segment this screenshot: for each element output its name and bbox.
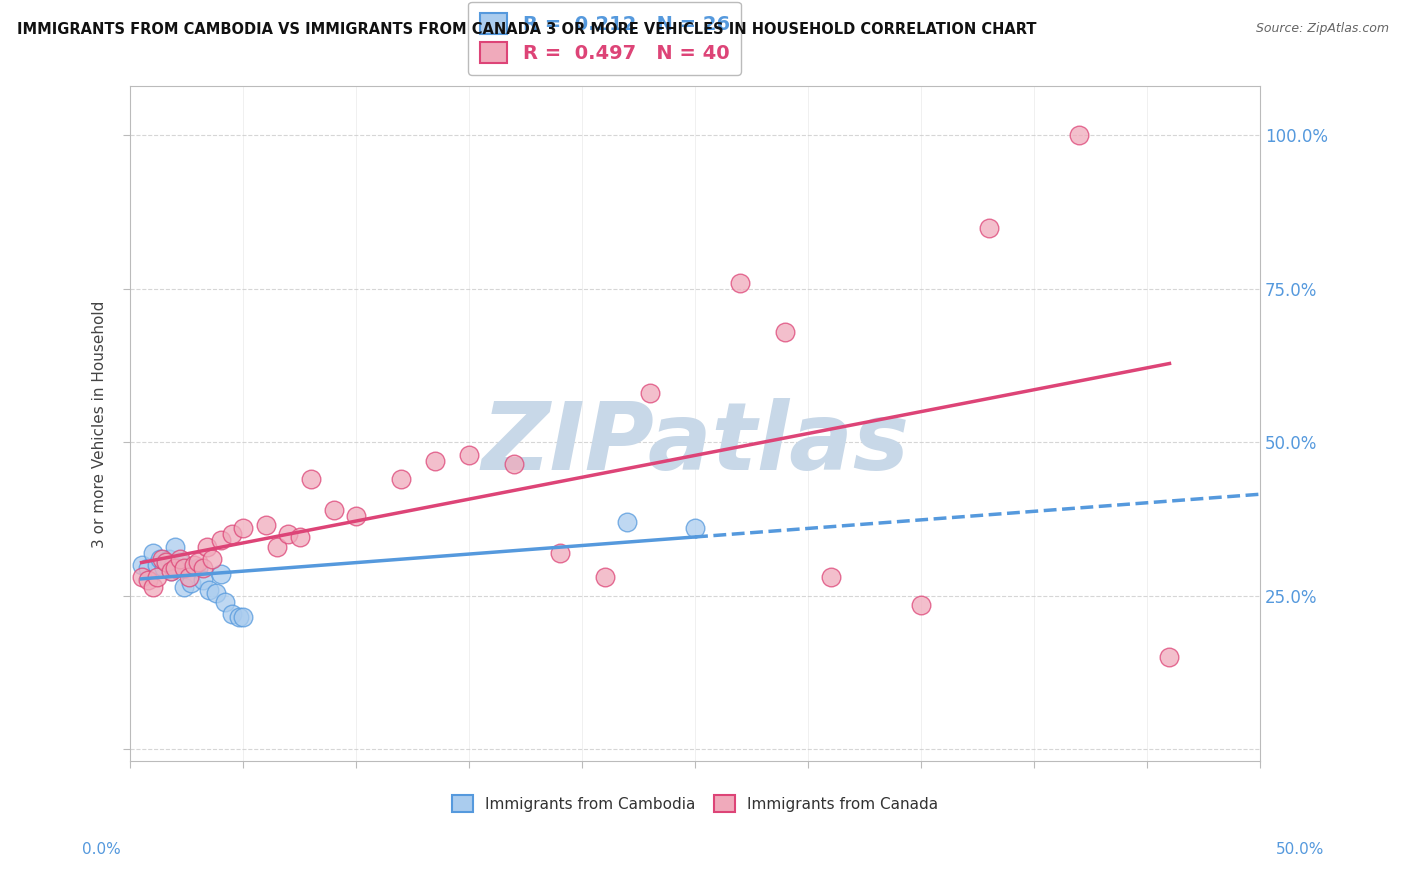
Point xyxy=(136,574,159,588)
Text: 50.0%: 50.0% xyxy=(1277,842,1324,856)
Point xyxy=(169,552,191,566)
Point xyxy=(458,448,481,462)
Point xyxy=(548,546,571,560)
Point xyxy=(266,540,288,554)
Point xyxy=(910,598,932,612)
Point xyxy=(322,503,344,517)
Point xyxy=(299,472,322,486)
Text: ZIPatlas: ZIPatlas xyxy=(481,398,910,490)
Point xyxy=(344,508,367,523)
Point xyxy=(146,570,169,584)
Point xyxy=(200,552,222,566)
Point xyxy=(232,521,254,535)
Point xyxy=(155,555,177,569)
Text: 0.0%: 0.0% xyxy=(82,842,121,856)
Point xyxy=(191,561,214,575)
Point xyxy=(131,558,153,572)
Point xyxy=(198,582,221,597)
Point xyxy=(155,555,177,569)
Point xyxy=(142,546,165,560)
Point xyxy=(195,540,218,554)
Text: IMMIGRANTS FROM CAMBODIA VS IMMIGRANTS FROM CANADA 3 OR MORE VEHICLES IN HOUSEHO: IMMIGRANTS FROM CAMBODIA VS IMMIGRANTS F… xyxy=(17,22,1036,37)
Point xyxy=(146,558,169,572)
Point xyxy=(183,558,205,572)
Point xyxy=(288,530,311,544)
Point xyxy=(136,561,159,575)
Point xyxy=(209,533,232,548)
Point xyxy=(616,515,638,529)
Point xyxy=(187,561,209,575)
Point xyxy=(142,580,165,594)
Point xyxy=(728,276,751,290)
Point xyxy=(221,527,243,541)
Point xyxy=(150,552,173,566)
Point xyxy=(191,574,214,588)
Point xyxy=(157,552,180,566)
Point xyxy=(425,453,447,467)
Point xyxy=(228,610,250,624)
Point xyxy=(162,558,184,572)
Point xyxy=(232,610,254,624)
Point xyxy=(1159,650,1181,665)
Point xyxy=(638,386,661,401)
Point xyxy=(820,570,842,584)
Point xyxy=(254,518,277,533)
Point xyxy=(165,561,187,575)
Point xyxy=(221,607,243,621)
Text: Source: ZipAtlas.com: Source: ZipAtlas.com xyxy=(1256,22,1389,36)
Point xyxy=(149,552,172,566)
Point xyxy=(503,457,526,471)
Point xyxy=(169,555,191,569)
Point xyxy=(160,564,183,578)
Point xyxy=(277,527,299,541)
Point xyxy=(160,564,183,578)
Point xyxy=(389,472,412,486)
Y-axis label: 3 or more Vehicles in Household: 3 or more Vehicles in Household xyxy=(93,301,107,548)
Point xyxy=(205,585,228,599)
Point xyxy=(683,521,706,535)
Point xyxy=(593,570,616,584)
Point xyxy=(131,570,153,584)
Point xyxy=(214,595,236,609)
Point xyxy=(187,555,209,569)
Point xyxy=(977,220,1000,235)
Point xyxy=(177,570,200,584)
Point xyxy=(775,325,797,339)
Point xyxy=(173,580,195,594)
Point xyxy=(176,561,198,575)
Point xyxy=(1069,128,1091,143)
Point xyxy=(180,576,202,591)
Point xyxy=(153,561,176,575)
Point xyxy=(165,540,187,554)
Point xyxy=(173,561,195,575)
Legend: Immigrants from Cambodia, Immigrants from Canada: Immigrants from Cambodia, Immigrants fro… xyxy=(446,789,945,818)
Point xyxy=(209,567,232,582)
